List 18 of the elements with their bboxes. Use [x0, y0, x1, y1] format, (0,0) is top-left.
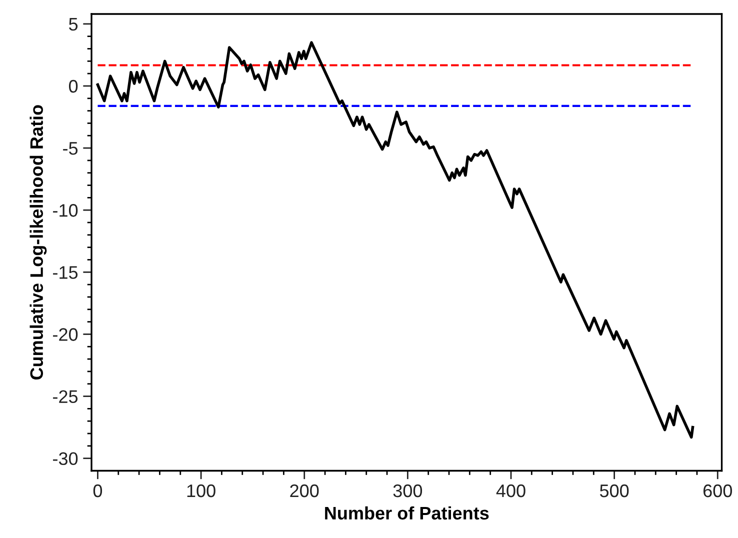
y-tick-label: -20 — [53, 328, 78, 341]
y-tick-label: -10 — [53, 204, 78, 217]
x-axis-title: Number of Patients — [325, 506, 489, 520]
y-tick-label: 5 — [69, 18, 78, 31]
x-tick-label: 600 — [703, 484, 732, 498]
x-tick-label: 100 — [187, 484, 216, 498]
x-tick-label: 300 — [393, 484, 422, 498]
y-tick-label: 0 — [68, 80, 78, 93]
y-tick-label: -5 — [63, 142, 78, 155]
y-tick-label: -15 — [53, 266, 78, 279]
y-axis-title: Cumulative Log-likelihood Ratio — [30, 105, 47, 380]
x-tick-label: 500 — [600, 484, 629, 498]
x-tick-label: 200 — [290, 484, 319, 498]
line-series — [96, 41, 694, 439]
y-tick-label: -30 — [53, 452, 78, 466]
x-tick-label: 0 — [93, 484, 102, 498]
y-tick-label: -25 — [53, 390, 78, 403]
x-tick-label: 400 — [496, 484, 526, 498]
